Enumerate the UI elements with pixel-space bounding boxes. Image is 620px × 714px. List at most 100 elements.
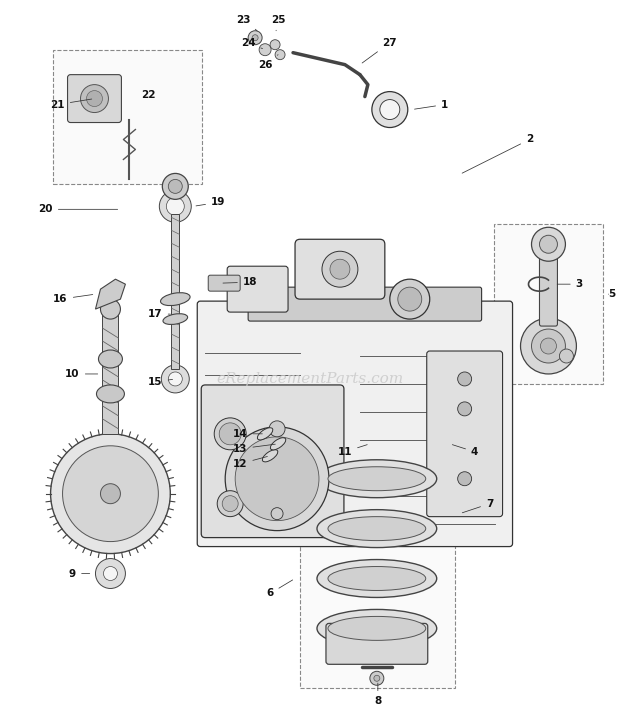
Text: 7: 7 [463,498,494,513]
Circle shape [370,671,384,685]
Ellipse shape [328,467,426,491]
Circle shape [559,349,574,363]
Ellipse shape [99,350,122,368]
Ellipse shape [317,610,436,648]
Circle shape [219,423,241,445]
FancyBboxPatch shape [539,252,557,326]
Circle shape [217,491,243,517]
Bar [494,224,603,384]
Text: 19: 19 [196,197,226,207]
FancyBboxPatch shape [326,623,428,664]
Circle shape [458,402,472,416]
Ellipse shape [328,517,426,540]
Text: 6: 6 [267,580,293,598]
FancyBboxPatch shape [197,301,513,547]
Circle shape [390,279,430,319]
FancyBboxPatch shape [427,351,503,517]
Ellipse shape [270,438,286,450]
Text: 18: 18 [223,277,257,287]
Text: 8: 8 [374,683,381,706]
Ellipse shape [257,428,273,440]
Text: 5: 5 [608,289,615,299]
Circle shape [539,236,557,253]
FancyBboxPatch shape [295,239,385,299]
Circle shape [222,496,238,512]
Text: 25: 25 [271,15,285,31]
FancyBboxPatch shape [208,275,240,291]
Circle shape [270,40,280,50]
Circle shape [162,174,188,199]
Circle shape [166,197,184,216]
Circle shape [365,439,375,449]
Text: 16: 16 [53,294,93,304]
Circle shape [441,435,459,453]
Text: 21: 21 [50,99,92,109]
Circle shape [531,329,565,363]
Circle shape [521,318,577,374]
Circle shape [95,558,125,588]
Circle shape [330,259,350,279]
Bar [300,419,454,688]
FancyBboxPatch shape [227,266,288,312]
Circle shape [136,84,168,116]
FancyBboxPatch shape [248,287,482,321]
Text: 13: 13 [233,444,275,454]
Circle shape [398,287,422,311]
Text: 11: 11 [338,445,367,457]
FancyBboxPatch shape [202,385,344,538]
Ellipse shape [163,313,188,324]
Ellipse shape [262,450,278,462]
Ellipse shape [328,566,426,590]
Text: 12: 12 [233,456,267,469]
Circle shape [81,85,108,113]
Circle shape [100,483,120,503]
Text: 2: 2 [462,134,533,174]
Circle shape [235,437,319,521]
Circle shape [215,418,246,450]
Circle shape [380,99,400,119]
Text: 4: 4 [453,445,478,457]
Circle shape [361,435,379,453]
Text: eReplacementParts.com: eReplacementParts.com [216,372,404,386]
Circle shape [100,299,120,319]
Circle shape [322,251,358,287]
Circle shape [445,439,454,449]
Circle shape [374,675,380,681]
Circle shape [458,372,472,386]
Text: 17: 17 [148,309,171,319]
Text: 24: 24 [241,38,262,49]
Circle shape [159,191,191,222]
Circle shape [161,365,189,393]
Text: 9: 9 [69,568,90,578]
Circle shape [104,566,117,580]
Circle shape [63,446,158,542]
Circle shape [271,508,283,520]
Ellipse shape [317,510,436,548]
Circle shape [168,179,182,193]
Bar [102,314,118,434]
FancyBboxPatch shape [68,75,122,123]
Circle shape [269,421,285,437]
Circle shape [531,227,565,261]
Bar [171,214,179,369]
Circle shape [51,434,170,553]
Circle shape [259,44,271,56]
Circle shape [248,31,262,45]
Bar [53,50,202,184]
Ellipse shape [97,385,125,403]
Circle shape [372,91,408,128]
Circle shape [168,372,182,386]
Text: 15: 15 [148,377,172,387]
Text: 1: 1 [415,99,448,109]
Circle shape [87,91,102,106]
Text: 22: 22 [141,89,156,99]
Ellipse shape [317,460,436,498]
Ellipse shape [161,293,190,306]
Circle shape [458,472,472,486]
Circle shape [252,35,258,41]
Text: 14: 14 [233,429,262,439]
Ellipse shape [317,560,436,598]
Text: 20: 20 [38,204,118,214]
Text: 3: 3 [557,279,583,289]
Text: 23: 23 [236,15,257,31]
